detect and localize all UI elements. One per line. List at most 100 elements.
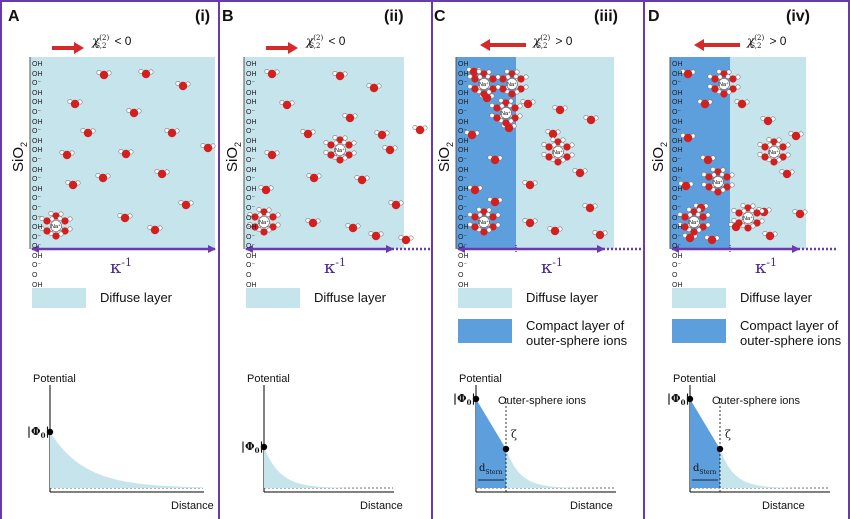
surface-group: O⁻	[672, 108, 682, 116]
x-axis-title: Distance	[762, 500, 805, 512]
surface-label: SiO2	[224, 141, 243, 172]
surface-group: O⁻	[246, 156, 256, 164]
na-ion-label: Na⁺	[743, 215, 753, 222]
y-axis-title: Potential	[459, 373, 502, 385]
surface-groups: OH OH O⁻ OH OH O⁻ OH O⁻ OH OH O⁻ OH O⁻ OH O⁻ O⁻ O⁻ OH O⁻ O⁻…	[458, 60, 472, 300]
surface-group: OH	[458, 70, 469, 78]
surface-group: OH	[32, 185, 43, 193]
surface-group: O⁻	[458, 128, 468, 136]
na-ion-label: Na⁺	[479, 81, 489, 88]
surface-group: OH	[458, 166, 469, 174]
surface-group: O⁻	[32, 195, 42, 203]
surface-group: O⁻	[672, 80, 682, 88]
surface-group: OH	[32, 61, 43, 68]
surface-group: O⁻	[246, 176, 256, 184]
surface-group: O⁻	[32, 233, 42, 241]
surface-group: O⁻	[246, 214, 256, 222]
surface-group: OH	[32, 166, 43, 174]
surface-group: O⁻	[246, 108, 256, 116]
surface-group: O⁻	[458, 262, 468, 270]
y-axis-title: Potential	[247, 373, 290, 385]
surface-group: O	[246, 272, 252, 280]
surface-group: OH	[246, 118, 257, 126]
zeta-label: ζ	[725, 428, 731, 441]
panel-c: Na⁺ Na⁺ Na⁺ Na⁺ Na⁺	[455, 39, 643, 493]
surface-group: OH	[458, 147, 469, 155]
surface-group: OH	[458, 99, 469, 107]
panel-border	[848, 0, 850, 519]
surface-group: O⁻	[458, 195, 468, 203]
surface-group: OH	[32, 89, 43, 97]
surface-group: O⁻	[672, 156, 682, 164]
surface-group: OH	[32, 99, 43, 107]
panel-a: Na⁺	[29, 42, 216, 493]
surface-group: O⁻	[32, 128, 42, 136]
surface-group: OH	[672, 137, 683, 145]
surface-group: O⁻	[246, 204, 256, 212]
surface-group: OH	[672, 185, 683, 193]
surface-group: OH	[246, 70, 257, 78]
surface-group: O⁻	[458, 214, 468, 222]
surface-group: O⁻	[672, 128, 682, 136]
surface-group: O⁻	[246, 128, 256, 136]
surface-group: OH	[246, 281, 257, 289]
surface-group: OH	[672, 224, 683, 232]
outer-sphere-label: Outer-sphere ions	[712, 395, 801, 407]
zeta-label: ζ	[511, 428, 517, 441]
na-ion-label: Na⁺	[507, 81, 517, 88]
surface-group: O⁻	[246, 243, 256, 251]
panel-numeral: (iv)	[786, 8, 810, 25]
panel-d: Na⁺ Na⁺ Na⁺ Na⁺ Na⁺	[669, 39, 838, 493]
surface-group: OH	[458, 224, 469, 232]
debye-length-label: κ-1	[324, 256, 346, 278]
surface-group: OH	[32, 224, 43, 232]
d-stern-label: dStern	[479, 463, 503, 476]
legend-label-diffuse: Diffuse layer	[314, 290, 387, 305]
surface-groups: OH OH O⁻ OH OH O⁻ OH O⁻ OH OH O⁻ OH O⁻ OH O⁻ O⁻ O⁻ OH O⁻ O⁻…	[246, 60, 260, 300]
legend-swatch-compact	[458, 319, 512, 343]
surface-group: O⁻	[32, 156, 42, 164]
surface-group: OH	[458, 252, 469, 260]
surface-group: O⁻	[246, 262, 256, 270]
na-ion-label: Na⁺	[769, 149, 779, 156]
surface-label: SiO2	[650, 141, 669, 172]
surface-label: SiO2	[436, 141, 455, 172]
surface-group: O⁻	[32, 214, 42, 222]
surface-groups: OH OH O⁻ OH OH O⁻ OH O⁻ OH OH O⁻ OH O⁻ OH O⁻ O⁻ O⁻ OH O⁻ O⁻…	[672, 60, 686, 300]
phi0-label: |Φ0|	[241, 440, 264, 456]
panel-letter: C	[434, 8, 446, 25]
legend-swatch-compact	[672, 319, 726, 343]
surface-group: OH	[246, 224, 257, 232]
surface-group: O⁻	[672, 243, 682, 251]
surface-group: OH	[672, 147, 683, 155]
surface-group: O⁻	[672, 262, 682, 270]
na-ion-label: Na⁺	[689, 219, 699, 226]
na-ion-label: Na⁺	[335, 147, 345, 154]
surface-group: O⁻	[246, 195, 256, 203]
y-axis-title: Potential	[33, 373, 76, 385]
panel-letter: D	[648, 8, 660, 25]
legend-label-diffuse: Diffuse layer	[100, 290, 173, 305]
surface-group: O⁻	[32, 80, 42, 88]
surface-group: O⁻	[672, 214, 682, 222]
surface-group: O⁻	[458, 108, 468, 116]
surface-group: O⁻	[458, 233, 468, 241]
surface-group: OH	[246, 166, 257, 174]
legend-swatch-diffuse	[32, 288, 86, 308]
panel-border	[0, 0, 2, 519]
legend-swatch-diffuse	[458, 288, 512, 308]
surface-group: OH	[672, 61, 683, 68]
chi-label: χ(2)S,2 < 0	[92, 34, 132, 51]
panel-numeral: (ii)	[384, 8, 404, 25]
surface-group: O⁻	[32, 176, 42, 184]
na-ion-label: Na⁺	[713, 179, 723, 186]
surface-groups: OH OH O⁻ OH OH O⁻ OH O⁻ OH OH O⁻ OH O⁻ OH O⁻ O⁻ O⁻ OH O⁻ O⁻…	[32, 60, 46, 300]
surface-group: O	[458, 272, 464, 280]
legend-label-diffuse: Diffuse layer	[740, 290, 813, 305]
legend-swatch-diffuse	[672, 288, 726, 308]
debye-length-label: κ-1	[110, 256, 132, 278]
panel-letter: B	[222, 8, 234, 25]
surface-group: OH	[458, 185, 469, 193]
na-ion-label: Na⁺	[479, 219, 489, 226]
